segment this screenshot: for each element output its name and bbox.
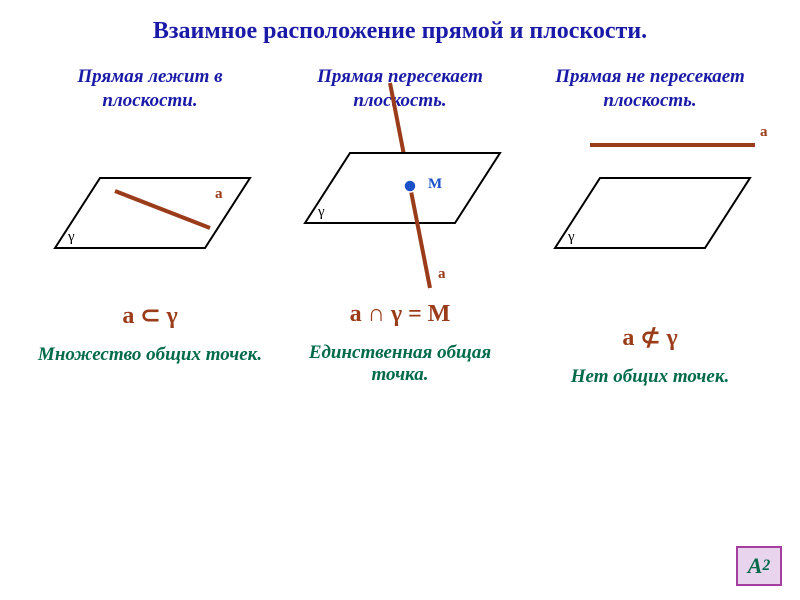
badge-letter: A <box>748 553 763 579</box>
label-gamma-1: γ <box>67 229 75 245</box>
diagram-2: M a γ <box>290 123 510 293</box>
label-a-2: a <box>438 266 446 282</box>
diagram-3: a γ <box>540 163 760 293</box>
formula-3: a ⊄ γ <box>622 323 677 352</box>
caption-2: Единственная общая точка. <box>280 342 520 388</box>
diagram-1: a γ <box>40 173 260 293</box>
columns-container: Прямая лежит в плоскости. a γ a ⊂ γ Множ… <box>0 45 800 388</box>
label-a-1: a <box>215 186 223 202</box>
label-gamma-2: γ <box>317 204 325 220</box>
point-M <box>404 180 416 192</box>
col-line-intersects-plane: Прямая пересекает плоскость. M a γ a ∩ γ… <box>280 65 520 388</box>
caption-1: Множество общих точек. <box>38 344 262 367</box>
subtitle-3: Прямая не пересекает плоскость. <box>530 65 770 113</box>
line-a-1 <box>115 191 210 228</box>
formula-2: a ∩ γ = M <box>350 301 451 328</box>
label-a-3: a <box>760 124 768 140</box>
corner-badge: A2 <box>736 546 782 586</box>
caption-3: Нет общих точек. <box>571 366 729 389</box>
col-line-not-intersect-plane: Прямая не пересекает плоскость. a γ a ⊄ … <box>530 65 770 388</box>
formula-1: a ⊂ γ <box>122 301 177 330</box>
plane-3 <box>555 178 750 248</box>
subtitle-1: Прямая лежит в плоскости. <box>30 65 270 113</box>
badge-sub: 2 <box>762 557 770 575</box>
plane-2 <box>305 153 500 223</box>
subtitle-2: Прямая пересекает плоскость. <box>280 65 520 113</box>
page-title: Взаимное расположение прямой и плоскости… <box>0 0 800 45</box>
label-gamma-3: γ <box>567 229 575 245</box>
col-line-in-plane: Прямая лежит в плоскости. a γ a ⊂ γ Множ… <box>30 65 270 388</box>
label-M: M <box>428 176 442 192</box>
